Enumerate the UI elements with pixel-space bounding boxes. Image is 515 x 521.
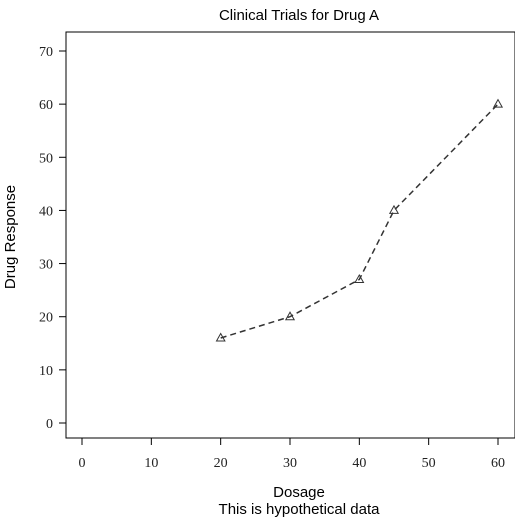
data-point-marker: [215, 332, 226, 342]
x-tick-label: 50: [422, 456, 436, 471]
data-point-marker: [354, 273, 365, 283]
series-markers: [215, 98, 504, 342]
y-tick-label: 20: [39, 311, 53, 326]
y-tick-label: 40: [39, 204, 53, 219]
y-tick-label: 0: [46, 417, 53, 432]
x-axis-ticks: 0 10 20 30 40 50 60: [79, 438, 505, 471]
x-axis-label: Dosage: [273, 484, 325, 501]
data-point-marker: [492, 98, 504, 108]
y-tick-label: 10: [39, 364, 53, 379]
chart-subtitle: This is hypothetical data: [219, 501, 381, 518]
x-tick-label: 30: [283, 456, 297, 471]
x-tick-label: 20: [214, 456, 228, 471]
plot-frame: [65, 31, 515, 439]
x-tick-label: 40: [352, 456, 366, 471]
y-axis-ticks: 0 10 20 30 40 50 60 70: [39, 45, 66, 432]
chart-title: Clinical Trials for Drug A: [219, 7, 379, 24]
series-line: [220, 103, 499, 339]
y-tick-label: 70: [39, 45, 53, 60]
data-point-marker: [388, 204, 400, 214]
x-tick-label: 60: [491, 456, 505, 471]
x-tick-label: 10: [144, 456, 158, 471]
y-axis-label: Drug Response: [2, 185, 19, 289]
y-tick-label: 50: [39, 151, 53, 166]
y-tick-label: 30: [39, 258, 53, 273]
x-tick-label: 0: [79, 456, 86, 471]
y-tick-label: 60: [39, 98, 53, 113]
data-point-marker: [284, 311, 296, 321]
